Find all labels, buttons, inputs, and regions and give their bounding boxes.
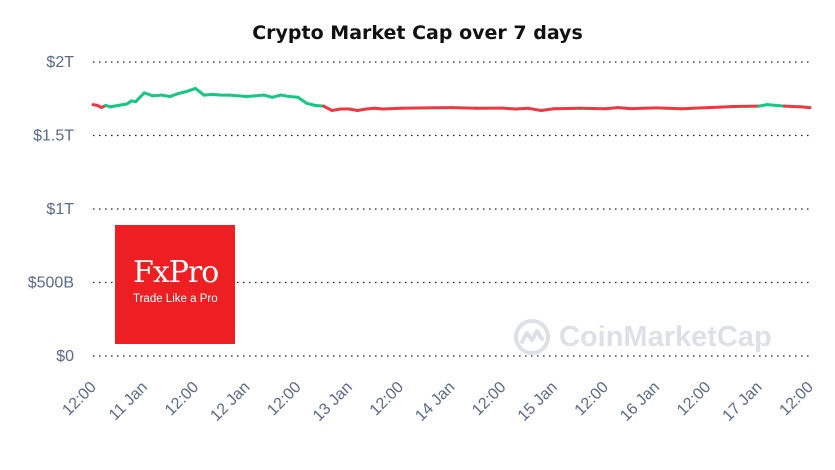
x-tick-label: 15 Jan (515, 379, 561, 425)
series-segment (514, 106, 530, 111)
series-segment (765, 103, 786, 108)
chart-title: Crypto Market Cap over 7 days (252, 22, 583, 44)
fxpro-logo-tagline: Trade Like a Pro (133, 293, 218, 305)
series-segment (185, 86, 197, 93)
y-tick-label: $1T (46, 201, 74, 218)
series-segment (168, 92, 180, 99)
series-segment (501, 106, 518, 111)
x-tick-label: 12:00 (469, 379, 509, 419)
y-tick-label: $2T (46, 54, 74, 71)
x-tick-label: 16 Jan (617, 379, 663, 425)
x-tick-label: 17 Jan (720, 379, 766, 425)
x-tick-label: 12:00 (162, 379, 202, 419)
x-tick-label: 12:00 (59, 379, 99, 419)
series-segment (381, 106, 402, 111)
x-tick-label: 14 Jan (412, 379, 458, 425)
series-segment (142, 91, 155, 98)
series-segment (799, 105, 812, 110)
y-tick-label: $500B (28, 275, 74, 292)
series-segment (193, 86, 206, 97)
x-tick-label: 12 Jan (207, 379, 253, 425)
series-segment (526, 106, 543, 113)
watermark-text: CoinMarketCap (559, 320, 772, 353)
x-tick-label: 12:00 (674, 379, 714, 419)
x-tick-label: 11 Jan (106, 379, 151, 424)
x-axis: 12:00 11 Jan 12:00 12 Jan 12:00 13 Jan 12:00 14… (59, 379, 816, 425)
series-segment (603, 106, 620, 111)
coinmarketcap-icon (514, 319, 550, 355)
x-tick-label: 12:00 (367, 379, 407, 419)
x-tick-label: 13 Jan (310, 379, 356, 425)
x-tick-label: 12:00 (264, 379, 304, 419)
series-segment (718, 105, 735, 109)
series-segment (616, 106, 633, 111)
series-segment (296, 95, 308, 105)
y-axis: $0 $500B $1T $1.5T $2T (28, 54, 74, 365)
x-tick-label: 12:00 (572, 379, 612, 419)
y-tick-label: $1.5T (33, 128, 74, 145)
series-segment (629, 106, 658, 111)
series-segment (450, 106, 479, 110)
series-segment (539, 107, 556, 113)
watermark: CoinMarketCap (513, 317, 772, 357)
fxpro-logo-name: FxPro (133, 255, 219, 290)
y-tick-label: $0 (56, 348, 74, 365)
fxpro-logo: FxPro Trade Like a Pro (115, 225, 235, 344)
series-segment (321, 104, 334, 113)
series-segment (654, 106, 684, 111)
series-segment (680, 106, 710, 111)
market-cap-series (91, 86, 812, 113)
x-tick-label: 12:00 (776, 379, 816, 419)
series-segment (782, 104, 803, 109)
series-segment (134, 91, 146, 104)
